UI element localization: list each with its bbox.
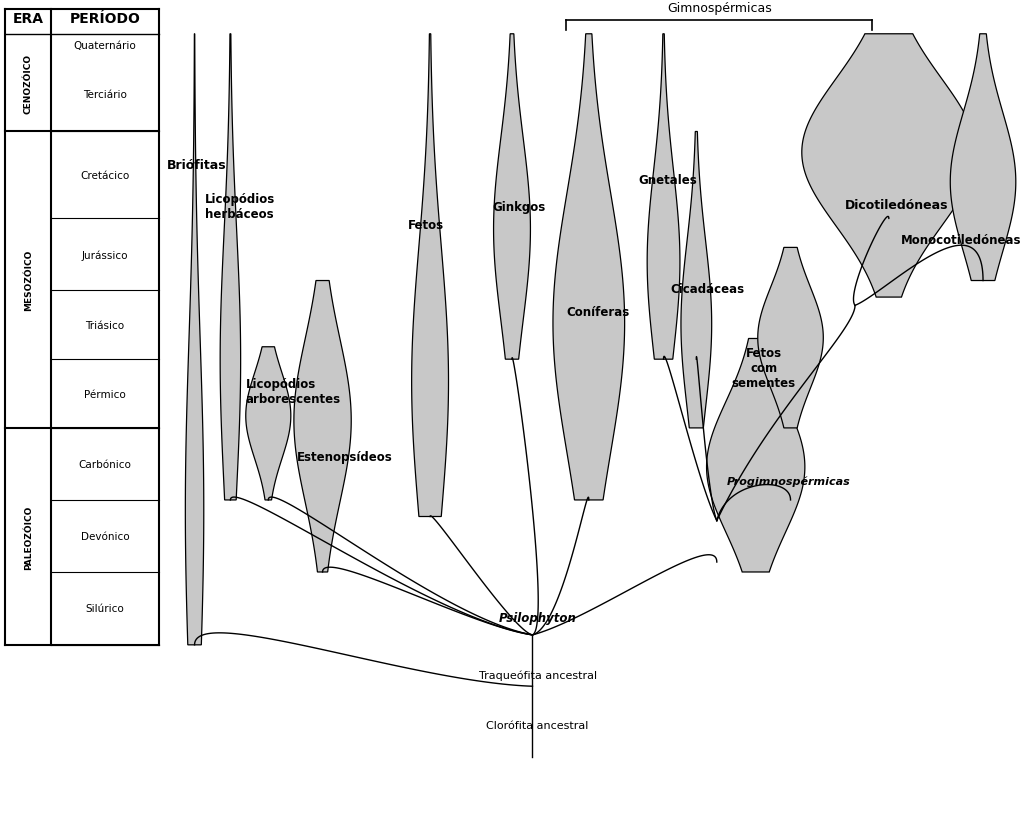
Text: Jurássico: Jurássico bbox=[82, 250, 128, 261]
Polygon shape bbox=[758, 248, 823, 428]
Text: Gimnospérmicas: Gimnospérmicas bbox=[667, 2, 772, 15]
Text: PERÍODO: PERÍODO bbox=[70, 12, 140, 26]
Text: Clorófita ancestral: Clorófita ancestral bbox=[486, 720, 589, 730]
Text: Licopódios
herbáceos: Licopódios herbáceos bbox=[205, 193, 275, 221]
Text: CENOZÓICO: CENOZÓICO bbox=[24, 54, 33, 113]
Polygon shape bbox=[185, 35, 204, 645]
Text: Fetos
com
sementes: Fetos com sementes bbox=[732, 347, 796, 390]
Polygon shape bbox=[647, 35, 680, 360]
Text: Ginkgos: Ginkgos bbox=[493, 200, 546, 213]
Text: Quaternário: Quaternário bbox=[74, 41, 136, 51]
Polygon shape bbox=[220, 35, 241, 500]
Polygon shape bbox=[494, 35, 530, 360]
Polygon shape bbox=[412, 35, 449, 517]
Polygon shape bbox=[707, 339, 805, 572]
Text: Traqueófita ancestral: Traqueófita ancestral bbox=[478, 670, 597, 681]
Text: Coníferas: Coníferas bbox=[566, 306, 630, 319]
Text: Cicadáceas: Cicadáceas bbox=[671, 283, 744, 296]
Polygon shape bbox=[553, 35, 625, 500]
Text: Cretácico: Cretácico bbox=[80, 170, 130, 181]
Text: Monocotiledóneas: Monocotiledóneas bbox=[901, 233, 1022, 246]
Polygon shape bbox=[950, 35, 1016, 281]
Text: Terciário: Terciário bbox=[83, 90, 127, 100]
Text: Estenopsídeos: Estenopsídeos bbox=[297, 451, 393, 464]
Text: MESOZÓICO: MESOZÓICO bbox=[24, 250, 33, 311]
Text: ERA: ERA bbox=[12, 12, 44, 26]
Text: Silúrico: Silúrico bbox=[86, 604, 124, 614]
Polygon shape bbox=[681, 132, 712, 428]
Text: Psilophyton: Psilophyton bbox=[499, 611, 577, 624]
Polygon shape bbox=[802, 35, 976, 298]
Text: Dicotiledóneas: Dicotiledóneas bbox=[845, 198, 948, 212]
Text: Carbónico: Carbónico bbox=[79, 459, 131, 470]
Text: Fetos: Fetos bbox=[408, 218, 443, 232]
Polygon shape bbox=[294, 281, 351, 572]
Polygon shape bbox=[246, 347, 291, 500]
Text: PALEOZÓICO: PALEOZÓICO bbox=[24, 504, 33, 569]
Text: Triásico: Triásico bbox=[85, 320, 125, 331]
Text: Progimnospérmicas: Progimnospérmicas bbox=[727, 476, 851, 486]
Text: Devónico: Devónico bbox=[81, 531, 129, 542]
Text: Gnetales: Gnetales bbox=[638, 174, 696, 187]
Text: Briófitas: Briófitas bbox=[167, 159, 226, 172]
Text: Licopódios
arborescentes: Licopódios arborescentes bbox=[246, 377, 341, 405]
Text: Pérmico: Pérmico bbox=[84, 389, 126, 399]
